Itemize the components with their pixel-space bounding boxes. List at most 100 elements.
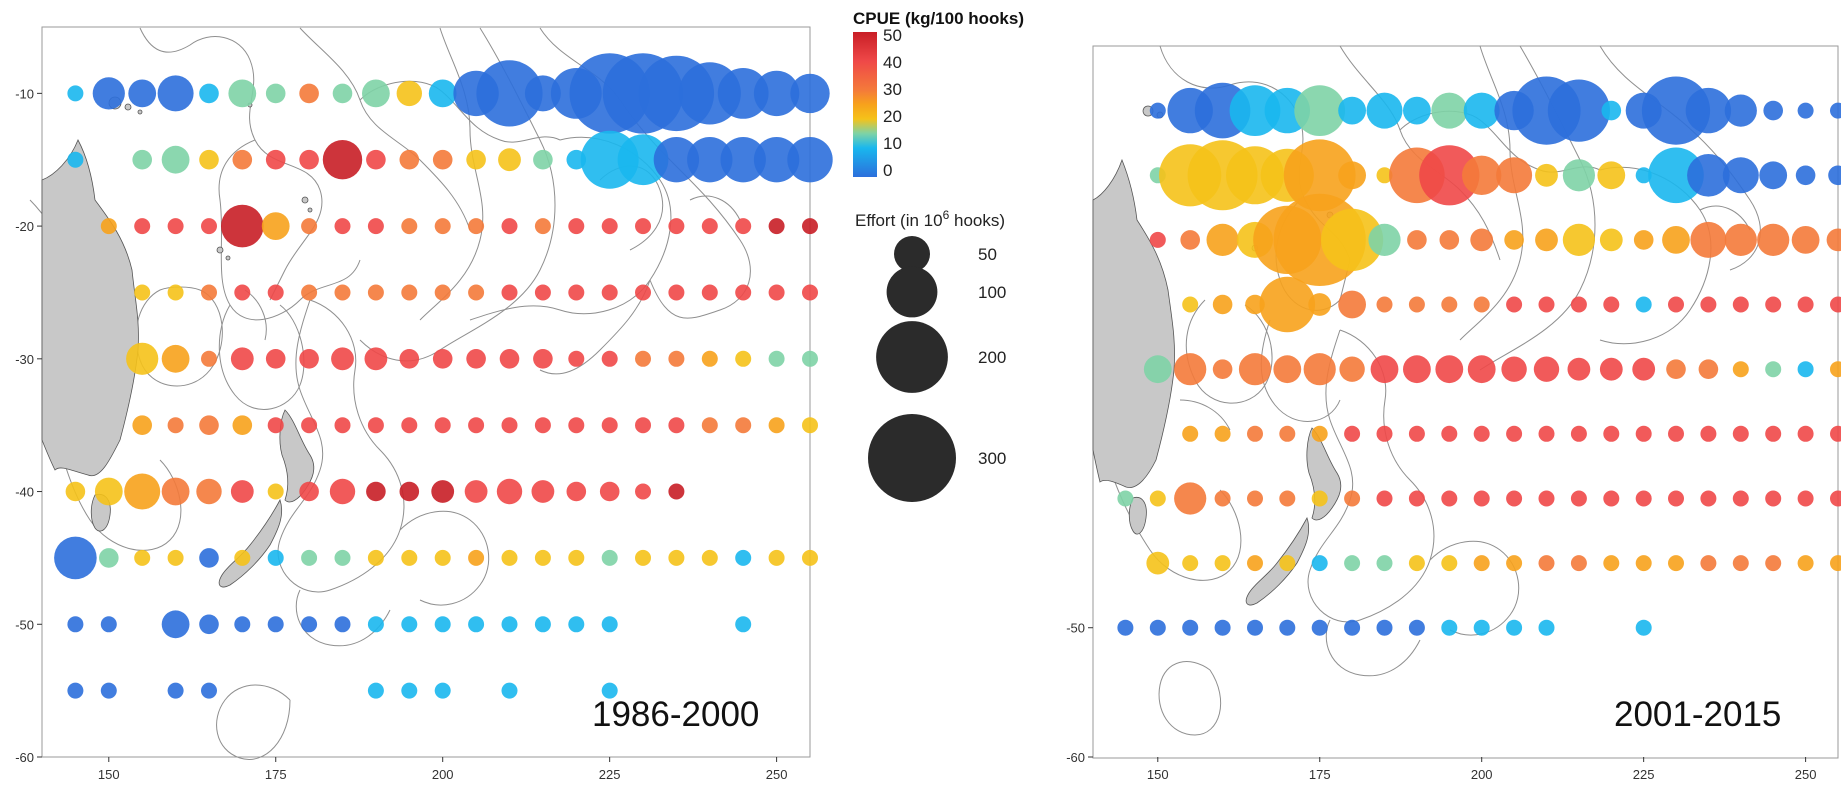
cpue-dot bbox=[1668, 490, 1684, 507]
cpue-dot bbox=[431, 480, 455, 503]
cpue-dot bbox=[568, 417, 585, 434]
cpue-dot bbox=[1149, 231, 1166, 248]
cpue-dot bbox=[1759, 161, 1788, 190]
cpue-legend-title: CPUE (kg/100 hooks) bbox=[853, 9, 1024, 28]
cpue-dot bbox=[1698, 359, 1719, 380]
effort-size-legend: 50 100 200 300 bbox=[868, 236, 1006, 502]
cpue-dot bbox=[1603, 490, 1620, 507]
cpue-dot bbox=[1797, 425, 1814, 442]
cpue-dot bbox=[1506, 555, 1523, 572]
cpue-dot bbox=[401, 417, 418, 434]
cpue-dot bbox=[396, 80, 422, 107]
cpue-dot bbox=[221, 204, 264, 248]
cpue-dot bbox=[1830, 555, 1841, 572]
effort-legend-label: 200 bbox=[978, 348, 1006, 367]
cpue-dot bbox=[601, 218, 618, 235]
cpue-dot bbox=[265, 83, 286, 104]
cpue-dot bbox=[94, 477, 123, 506]
cpue-dot bbox=[1538, 296, 1555, 313]
cpue-dot bbox=[1830, 490, 1841, 507]
cpue-dot bbox=[466, 349, 486, 369]
cpue-dot bbox=[367, 284, 384, 301]
cpue-dot bbox=[434, 218, 451, 235]
cpue-dot bbox=[299, 149, 319, 170]
cpue-dot bbox=[199, 149, 219, 170]
effort-legend-title: Effort (in 106 hooks) bbox=[855, 208, 1005, 230]
cpue-dot bbox=[1633, 230, 1654, 250]
cpue-dot bbox=[1648, 147, 1704, 204]
cpue-dot bbox=[362, 79, 390, 108]
cpue-dot bbox=[1601, 100, 1622, 121]
cpue-dot bbox=[161, 145, 190, 174]
cpue-dot bbox=[1473, 619, 1490, 636]
cpue-dot bbox=[1570, 296, 1587, 313]
cpue-dot bbox=[802, 350, 818, 367]
cpue-dot bbox=[234, 616, 251, 633]
cpue-dot bbox=[1732, 361, 1749, 378]
cpue-dot bbox=[100, 616, 117, 633]
cpue-dot bbox=[668, 284, 685, 301]
cpue-dot bbox=[1303, 353, 1336, 386]
cpue-dot bbox=[434, 682, 451, 699]
cpue-dot bbox=[1547, 79, 1610, 142]
cpue-dot bbox=[1687, 154, 1730, 197]
colorbar-tick-label: 0 bbox=[883, 161, 892, 180]
cpue-dot bbox=[267, 616, 284, 633]
cpue-dot bbox=[167, 682, 184, 699]
cpue-dot bbox=[399, 481, 420, 502]
cpue-dot bbox=[1279, 425, 1296, 442]
x-tick-label: 225 bbox=[1633, 767, 1655, 782]
cpue-dot bbox=[1376, 490, 1393, 507]
cpue-dot bbox=[1732, 555, 1749, 572]
cpue-dot bbox=[301, 616, 318, 633]
cpue-dot bbox=[1632, 357, 1656, 381]
cpue-dot bbox=[1338, 161, 1366, 190]
cpue-dot bbox=[601, 549, 618, 566]
cpue-dot bbox=[1473, 490, 1490, 507]
cpue-dot bbox=[367, 682, 384, 699]
cpue-dot bbox=[1538, 425, 1555, 442]
cpue-dot bbox=[735, 350, 752, 367]
y-axis-right: -50 -60 bbox=[1066, 621, 1093, 765]
cpue-dot bbox=[432, 349, 453, 369]
cpue-dot bbox=[568, 616, 585, 633]
cpue-dot bbox=[1214, 425, 1231, 442]
colorbar-tick-label: 10 bbox=[883, 134, 902, 153]
cpue-dot bbox=[1441, 296, 1458, 313]
cpue-dot bbox=[1339, 356, 1365, 382]
cpue-dot bbox=[735, 549, 752, 566]
cpue-dot bbox=[367, 616, 384, 633]
period-label-left: 1986-2000 bbox=[592, 695, 759, 734]
cpue-dot bbox=[334, 549, 351, 566]
cpue-dot bbox=[1506, 619, 1523, 636]
cpue-dot bbox=[265, 149, 286, 170]
cpue-dot bbox=[701, 218, 718, 235]
cpue-dot bbox=[1562, 159, 1595, 192]
cpue-dot bbox=[1214, 619, 1231, 636]
cpue-dot bbox=[501, 616, 518, 633]
cpue-dot bbox=[232, 149, 253, 170]
cpue-dot bbox=[1635, 167, 1652, 184]
effort-legend-circle bbox=[868, 414, 956, 502]
cpue-dot bbox=[534, 549, 551, 566]
y-axis-left: -10 -20 -30 -40 -50 -60 bbox=[15, 86, 42, 765]
cpue-dot bbox=[1212, 359, 1233, 380]
y-tick-label: -60 bbox=[15, 750, 34, 765]
cpue-dot bbox=[1431, 92, 1468, 129]
cpue-dot bbox=[701, 350, 718, 367]
cpue-dot bbox=[768, 549, 785, 566]
cpue-dot bbox=[1504, 230, 1524, 250]
cpue-dot bbox=[1376, 619, 1393, 636]
cpue-dot bbox=[329, 478, 356, 505]
cpue-dot bbox=[534, 218, 551, 235]
cpue-dot bbox=[1567, 357, 1591, 381]
cpue-dot bbox=[301, 284, 318, 301]
cpue-dot bbox=[1259, 276, 1316, 333]
cpue-dot bbox=[364, 347, 388, 371]
cpue-dot bbox=[167, 284, 184, 301]
cpue-dot bbox=[668, 417, 685, 434]
cpue-dot bbox=[67, 85, 84, 102]
cpue-dot bbox=[134, 218, 151, 235]
cpue-dot bbox=[1722, 157, 1759, 194]
